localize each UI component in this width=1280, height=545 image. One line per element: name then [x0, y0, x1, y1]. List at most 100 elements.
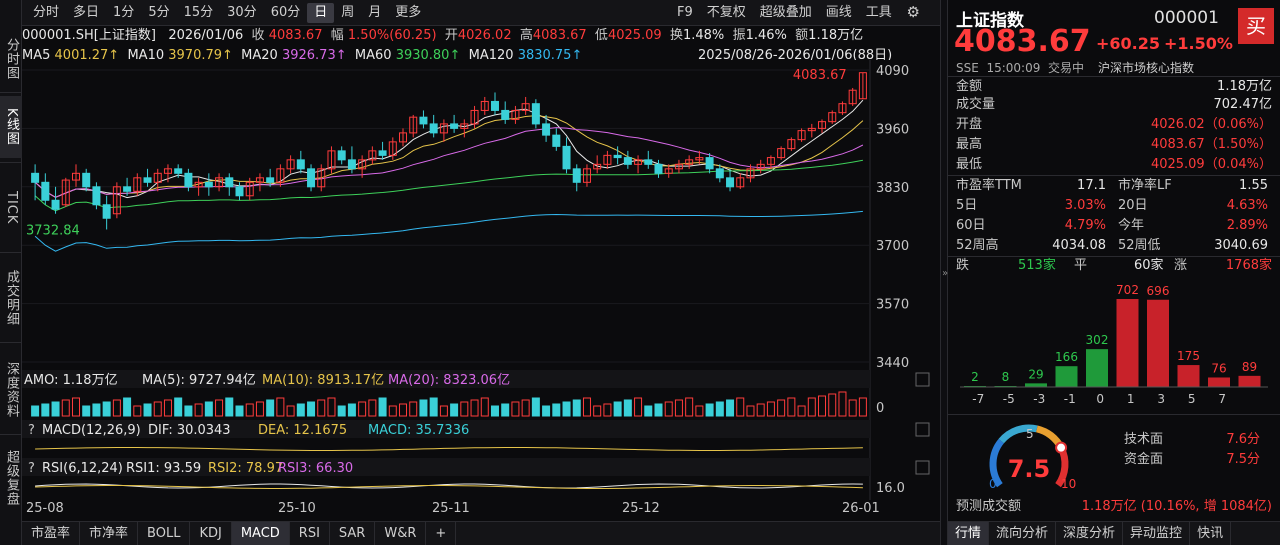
dist-bar — [1116, 299, 1139, 387]
candle — [399, 132, 408, 143]
collapse-icon[interactable]: » — [941, 268, 949, 279]
amo-close-icon — [915, 372, 930, 387]
candle — [255, 177, 264, 183]
indicator-tab[interactable]: 市净率 — [80, 522, 139, 545]
candle — [225, 177, 234, 188]
period-tab[interactable]: 60分 — [270, 4, 301, 20]
info-change-label: 幅 — [330, 28, 344, 43]
volume-bar — [736, 397, 745, 417]
volume-bar — [542, 405, 551, 417]
indicator-tab[interactable]: SAR — [330, 522, 376, 545]
indicator-tab[interactable]: W&R — [375, 522, 427, 545]
rsi3: RSI3: 66.30 — [278, 461, 353, 476]
volume-bar — [685, 397, 694, 417]
candle — [807, 127, 816, 132]
volume-bar — [705, 403, 714, 417]
stat-60d: 60日 4.79% — [956, 216, 1106, 236]
nav-trades[interactable]: 成交明细 — [0, 258, 22, 338]
nav-depth[interactable]: 深度资料 — [0, 348, 22, 432]
candle — [726, 177, 735, 188]
candle — [501, 109, 510, 120]
right-tab[interactable]: 流向分析 — [989, 522, 1057, 545]
ma10-value: 3970.79↑ — [168, 48, 233, 63]
quote-code: 000001 — [1154, 8, 1219, 28]
stat-52w-low: 52周低 3040.69 — [1118, 236, 1268, 256]
volume-bar — [521, 399, 530, 417]
period-tab[interactable]: 5分 — [148, 4, 170, 20]
volume-bar — [593, 405, 602, 417]
adjust-button[interactable]: 不复权 — [706, 5, 746, 20]
candle — [531, 103, 540, 125]
gauge-mid: 5 — [1026, 427, 1034, 441]
dist-label: -3 — [1033, 392, 1045, 406]
volume-bar — [766, 401, 775, 417]
volume-bar — [787, 397, 796, 417]
candle — [204, 181, 213, 188]
gauge-arc — [998, 424, 1038, 444]
dist-label: 5 — [1188, 392, 1196, 406]
draw-button[interactable]: 画线 — [825, 5, 852, 20]
dist-label: -7 — [972, 392, 984, 406]
overlay-button[interactable]: 超级叠加 — [759, 5, 812, 20]
candle — [163, 168, 172, 174]
candle — [838, 103, 847, 114]
stat-label: 开盘 — [956, 117, 983, 132]
quote-name: 上证指数 — [956, 11, 1024, 31]
candle — [542, 123, 551, 136]
volume-bar — [838, 391, 847, 417]
period-tab[interactable]: 更多 — [395, 4, 422, 20]
date-range[interactable]: 2025/08/26-2026/01/06(88日) — [698, 48, 893, 63]
nav-tick[interactable]: TICK — [0, 168, 22, 248]
rsi-line-1 — [35, 483, 863, 489]
period-tab[interactable]: 分时 — [33, 4, 60, 20]
volume-bar — [296, 403, 305, 417]
low-marker: 3732.84 — [26, 223, 80, 238]
volume-bar — [797, 405, 806, 417]
right-tab[interactable]: 快讯 — [1190, 522, 1232, 545]
buy-button[interactable]: 买 — [1238, 8, 1274, 44]
candle — [582, 168, 591, 183]
indicator-tab[interactable]: RSI — [290, 522, 330, 545]
period-tab[interactable]: 15分 — [183, 4, 214, 20]
ma-line-ma20 — [34, 127, 864, 198]
right-tab[interactable]: 行情 — [948, 522, 990, 545]
rsi1: RSI1: 93.59 — [126, 461, 201, 476]
indicator-tab[interactable]: 市盈率 — [22, 522, 81, 545]
candle — [654, 163, 663, 174]
nav-timeshare[interactable]: 分时图 — [0, 30, 22, 88]
indicator-tab[interactable]: + — [426, 522, 457, 545]
panel-splitter[interactable]: » — [940, 0, 948, 545]
candle — [245, 181, 254, 197]
dist-bar — [1177, 365, 1200, 387]
indicator-tab[interactable]: BOLL — [138, 522, 191, 545]
info-amount-label: 额 — [795, 28, 809, 43]
stat-value: 702.47亿 — [1213, 97, 1273, 112]
volume-bar — [112, 399, 121, 417]
nav-kline[interactable]: K线图 — [0, 96, 22, 158]
period-tab[interactable]: 1分 — [113, 4, 135, 20]
period-tab[interactable]: 多日 — [73, 4, 100, 20]
right-tab[interactable]: 异动监控 — [1123, 522, 1191, 545]
stat-20d: 20日 4.63% — [1118, 196, 1268, 216]
dist-bar — [1025, 383, 1047, 387]
stat-value: 4.79% — [1064, 218, 1106, 233]
indicator-tab[interactable]: MACD — [231, 522, 290, 545]
candle — [746, 168, 755, 179]
right-tab[interactable]: 深度分析 — [1056, 522, 1124, 545]
period-tab[interactable]: 日 — [307, 2, 335, 23]
tools-button[interactable]: 工具 — [865, 5, 892, 20]
period-tab[interactable]: 周 — [341, 4, 355, 20]
period-tab[interactable]: 30分 — [227, 4, 257, 20]
candle — [480, 100, 489, 111]
kline-chart[interactable]: 4090 3960 3830 3700 3570 3440 4083.67 3732.84 AM… — [22, 60, 940, 520]
indicator-tab[interactable]: KDJ — [190, 522, 232, 545]
nav-replay[interactable]: 超级复盘 — [0, 438, 22, 518]
f9-button[interactable]: F9 — [677, 5, 693, 20]
period-tab[interactable]: 月 — [368, 4, 382, 20]
right-panel-tabs: 行情 流向分析 深度分析 异动监控 快讯 — [948, 521, 1280, 545]
gear-icon[interactable]: ⚙ — [906, 3, 920, 21]
candle — [634, 159, 643, 165]
candle — [603, 154, 612, 165]
score-gauge: 7.5 0 5 10 — [989, 424, 1076, 491]
macd-header-bg — [22, 420, 870, 438]
